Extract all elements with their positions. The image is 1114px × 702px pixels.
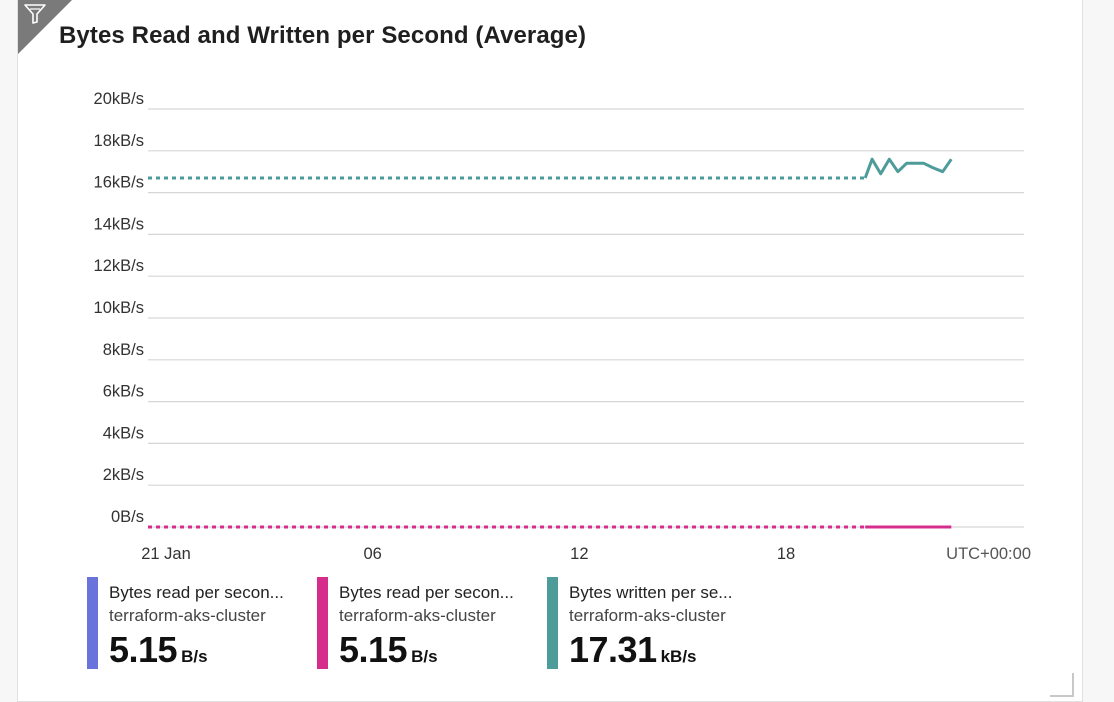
series-line-0 xyxy=(863,157,953,179)
y-tick-label: 4kB/s xyxy=(103,424,144,442)
y-tick-label: 18kB/s xyxy=(94,132,144,150)
legend-value-unit: B/s xyxy=(411,647,438,666)
legend-resource-name: terraform-aks-cluster xyxy=(109,606,266,625)
x-tick-label: 21 Jan xyxy=(141,545,191,563)
legend-color-bar xyxy=(547,577,558,669)
legend-value-number: 5.15 xyxy=(339,629,408,670)
legend-item-written[interactable]: Bytes written per se... terraform-aks-cl… xyxy=(547,577,777,671)
chart-title: Bytes Read and Written per Second (Avera… xyxy=(59,22,587,49)
timezone-label: UTC+00:00 xyxy=(946,545,1031,563)
legend-value-unit: kB/s xyxy=(660,647,697,666)
chart-plot[interactable]: 0B/s 2kB/s 4kB/s 6kB/s 8kB/s 10kB/s 12kB/s 14kB… xyxy=(0,0,1114,580)
legend-value: 17.31 kB/s xyxy=(569,629,697,671)
y-tick-label: 16kB/s xyxy=(94,174,144,192)
x-tick-label: 06 xyxy=(363,545,381,563)
legend-resource-name: terraform-aks-cluster xyxy=(339,606,496,625)
legend-metric-name: Bytes read per secon... xyxy=(109,583,284,602)
y-tick-label: 12kB/s xyxy=(94,257,144,275)
y-tick-label: 0B/s xyxy=(111,508,144,526)
legend-value-number: 5.15 xyxy=(109,629,178,670)
legend-value: 5.15 B/s xyxy=(339,629,438,671)
legend-resource-name: terraform-aks-cluster xyxy=(569,606,726,625)
legend-item-read-2[interactable]: Bytes read per secon... terraform-aks-cl… xyxy=(317,577,547,671)
legend-item-read-1[interactable]: Bytes read per secon... terraform-aks-cl… xyxy=(87,577,317,671)
chart-legend: Bytes read per secon... terraform-aks-cl… xyxy=(87,577,777,671)
legend-value-unit: B/s xyxy=(181,647,208,666)
y-tick-label: 10kB/s xyxy=(94,299,144,317)
y-tick-label: 20kB/s xyxy=(94,90,144,108)
y-tick-label: 8kB/s xyxy=(103,341,144,359)
legend-value-number: 17.31 xyxy=(569,629,657,670)
filter-corner[interactable] xyxy=(18,0,72,54)
legend-color-bar xyxy=(317,577,328,669)
resize-handle[interactable] xyxy=(1050,673,1074,697)
chart-card: Bytes Read and Written per Second (Avera… xyxy=(17,0,1083,702)
filter-icon[interactable] xyxy=(23,3,47,25)
x-tick-label: 12 xyxy=(570,545,588,563)
legend-metric-name: Bytes read per secon... xyxy=(339,583,514,602)
legend-value: 5.15 B/s xyxy=(109,629,208,671)
legend-color-bar xyxy=(87,577,98,669)
legend-metric-name: Bytes written per se... xyxy=(569,583,733,602)
y-tick-label: 2kB/s xyxy=(103,466,144,484)
x-tick-label: 18 xyxy=(777,545,795,563)
y-tick-label: 14kB/s xyxy=(94,215,144,233)
y-tick-label: 6kB/s xyxy=(103,383,144,401)
